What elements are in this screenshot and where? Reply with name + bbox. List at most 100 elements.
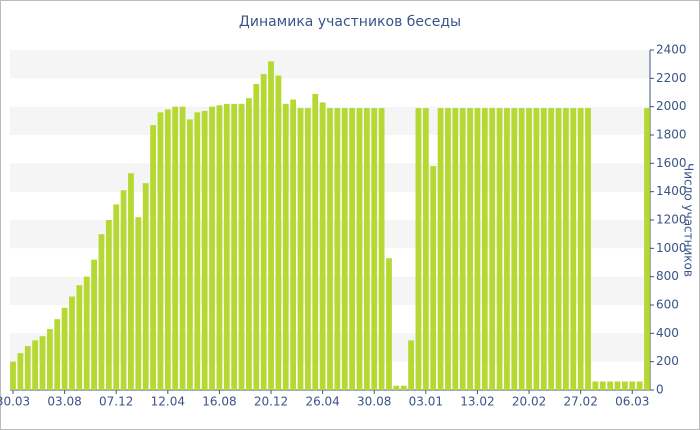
y-axis-title: Число участников xyxy=(682,163,696,277)
bar xyxy=(334,108,341,390)
bar xyxy=(459,108,466,390)
bar xyxy=(378,108,385,390)
y-tick-label: 2200 xyxy=(656,71,687,85)
bar xyxy=(223,103,230,390)
bar xyxy=(400,385,407,390)
bar xyxy=(563,108,569,390)
bar xyxy=(415,108,422,390)
bar xyxy=(24,346,31,390)
bar xyxy=(98,234,105,390)
bar xyxy=(187,119,193,391)
bar xyxy=(128,173,134,390)
bar xyxy=(371,108,378,390)
bar xyxy=(69,296,75,390)
bar xyxy=(607,381,614,390)
y-tick-label: 2000 xyxy=(656,99,687,113)
x-tick-label: 20.12 xyxy=(254,395,288,409)
bar xyxy=(319,102,326,391)
y-tick-label: 600 xyxy=(656,298,679,312)
bar xyxy=(327,108,333,390)
bar xyxy=(644,108,650,390)
bar xyxy=(363,108,370,390)
x-tick-label: 16.08 xyxy=(202,395,236,409)
bar xyxy=(481,108,488,390)
x-tick-label: 30.03 xyxy=(0,395,30,409)
chart-title: Динамика участников беседы xyxy=(239,14,461,30)
bar xyxy=(216,105,223,390)
bar xyxy=(76,285,83,390)
bar xyxy=(437,108,444,390)
bar xyxy=(445,108,451,390)
bar xyxy=(201,110,208,391)
bar xyxy=(585,108,591,390)
bar xyxy=(164,109,171,390)
bar xyxy=(105,220,112,390)
bar xyxy=(120,190,127,390)
bar xyxy=(304,108,311,390)
bar xyxy=(312,93,319,391)
bar xyxy=(474,108,481,390)
bar xyxy=(91,259,97,390)
bar xyxy=(496,108,503,390)
x-tick-label: 26.04 xyxy=(305,395,339,409)
bar xyxy=(83,276,90,390)
grid-band xyxy=(10,50,650,79)
bar xyxy=(540,108,547,390)
y-tick-label: 1200 xyxy=(656,213,687,227)
x-tick-label: 06.03 xyxy=(615,395,649,409)
bar xyxy=(555,108,562,390)
bar xyxy=(592,381,599,390)
bar xyxy=(533,108,540,390)
x-tick-label: 30.08 xyxy=(357,395,391,409)
bar xyxy=(430,166,437,390)
bar xyxy=(349,108,356,390)
y-tick-label: 1000 xyxy=(656,241,687,255)
bar xyxy=(10,361,16,390)
bar xyxy=(629,381,636,390)
bar xyxy=(393,385,400,390)
bar xyxy=(452,108,459,390)
y-tick-label: 1400 xyxy=(656,184,687,198)
x-tick-label: 07.12 xyxy=(99,395,133,409)
bar xyxy=(253,84,260,390)
bar xyxy=(172,106,179,391)
bar xyxy=(526,108,532,390)
bar xyxy=(489,108,496,390)
bar xyxy=(113,204,120,390)
bar xyxy=(260,74,267,390)
bar xyxy=(231,103,238,390)
bar xyxy=(518,108,525,390)
bar xyxy=(570,108,577,390)
bar xyxy=(511,108,518,390)
bar xyxy=(422,108,429,390)
bar xyxy=(297,108,304,390)
y-tick-label: 200 xyxy=(656,354,679,368)
y-tick-label: 400 xyxy=(656,326,679,340)
bar xyxy=(61,307,68,390)
x-tick-label: 03.01 xyxy=(409,395,443,409)
bar xyxy=(32,340,39,390)
bar xyxy=(577,108,584,390)
bar xyxy=(599,381,606,390)
y-tick-label: 0 xyxy=(656,383,664,397)
y-tick-label: 1600 xyxy=(656,156,687,170)
bar xyxy=(17,353,24,390)
bar xyxy=(467,108,473,390)
bar xyxy=(386,258,392,390)
bar xyxy=(246,98,252,391)
y-tick-label: 2400 xyxy=(656,43,687,57)
x-tick-label: 03.08 xyxy=(47,395,81,409)
x-tick-label: 27.02 xyxy=(563,395,597,409)
x-tick-label: 13.02 xyxy=(460,395,494,409)
bar xyxy=(54,319,61,390)
y-tick-label: 1800 xyxy=(656,128,687,142)
bar xyxy=(194,112,201,390)
bar xyxy=(290,99,297,390)
bar xyxy=(636,381,643,390)
bar xyxy=(504,108,510,390)
bar xyxy=(356,108,363,390)
bar xyxy=(282,103,289,390)
bar xyxy=(46,329,53,390)
bar xyxy=(179,106,186,391)
